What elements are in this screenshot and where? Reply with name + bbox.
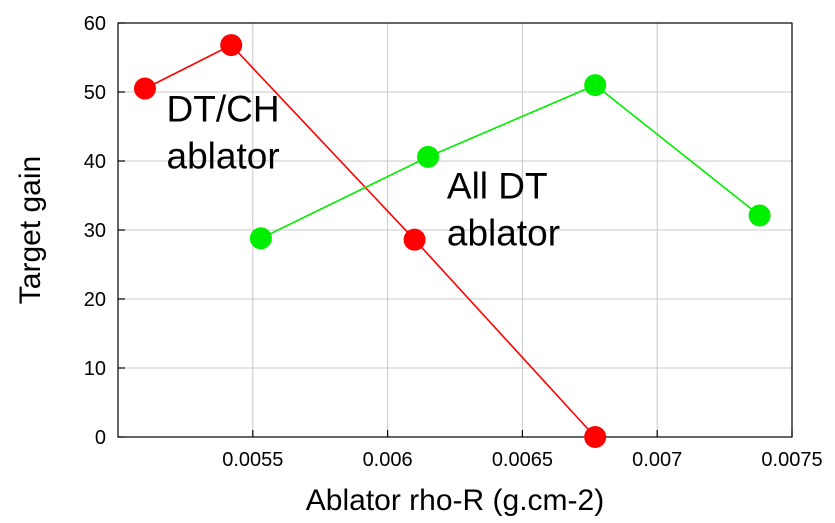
- annotation-text: ablator: [447, 212, 560, 253]
- x-tick-label: 0.006: [363, 449, 413, 471]
- annotation-text: DT/CH: [167, 89, 280, 130]
- y-tick-label: 0: [95, 427, 106, 449]
- x-tick-label: 0.0075: [761, 449, 822, 471]
- data-point: [584, 74, 607, 97]
- annotation-text: ablator: [167, 136, 280, 177]
- x-axis-title: Ablator rho-R (g.cm-2): [306, 484, 604, 517]
- series-line: [260, 84, 761, 240]
- x-tick-label: 0.0055: [222, 449, 283, 471]
- data-point: [584, 426, 607, 448]
- y-tick-label: 20: [84, 289, 106, 311]
- axis-ticks: 0.0055 0.006 0.0065 0.007 0.0075 0 10 20 30 40 50 6…: [84, 13, 823, 471]
- data-point: [220, 34, 243, 57]
- data-point: [249, 227, 272, 250]
- y-tick-label: 10: [84, 358, 106, 380]
- y-tick-label: 30: [84, 220, 106, 242]
- y-tick-label: 40: [84, 151, 106, 173]
- data-point: [133, 77, 156, 100]
- data-point: [748, 204, 771, 227]
- y-tick-label: 50: [84, 82, 106, 104]
- series-line: [144, 44, 596, 438]
- x-tick-label: 0.0065: [492, 449, 553, 471]
- series-0: [133, 34, 607, 448]
- series-1: [249, 74, 771, 250]
- x-tick-label: 0.007: [632, 449, 682, 471]
- data-point: [417, 145, 440, 168]
- y-tick-label: 60: [84, 13, 106, 35]
- data-point: [403, 228, 426, 251]
- y-axis-title: Target gain: [14, 156, 47, 304]
- annotations: DT/CH ablator All DT ablator: [167, 89, 561, 254]
- data-series: [133, 34, 771, 448]
- annotation-text: All DT: [447, 165, 548, 206]
